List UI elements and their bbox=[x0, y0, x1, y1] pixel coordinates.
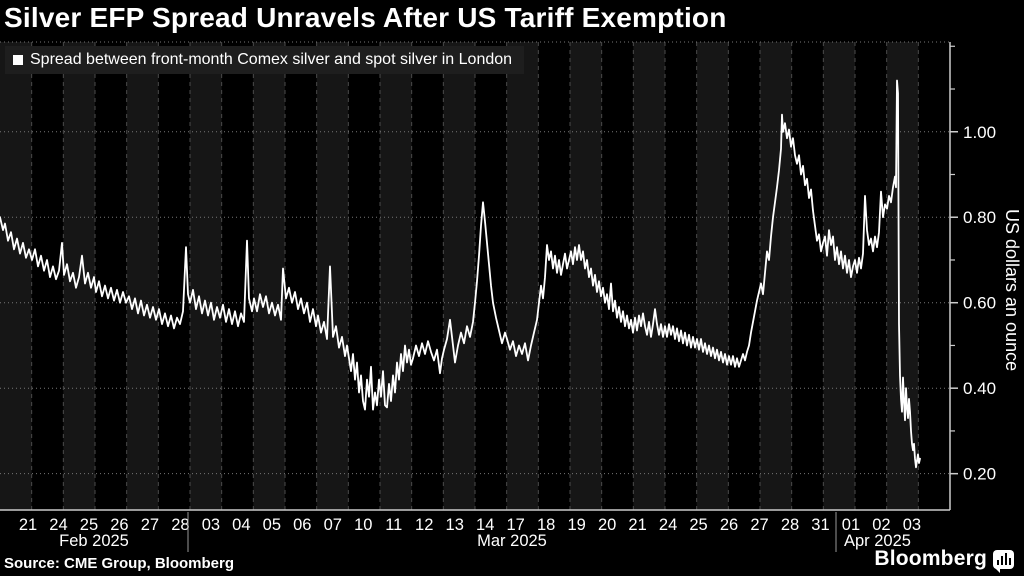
x-date-label: 12 bbox=[415, 516, 433, 534]
x-date-label: 04 bbox=[232, 516, 250, 534]
session-band bbox=[506, 42, 539, 510]
session-band bbox=[443, 42, 475, 510]
session-band bbox=[190, 42, 222, 510]
x-date-label: 24 bbox=[659, 516, 677, 534]
y-tick-label: 0.40 bbox=[963, 379, 996, 398]
session-band bbox=[126, 42, 159, 510]
y-tick-label: 0.80 bbox=[963, 208, 996, 227]
x-date-label: 20 bbox=[598, 516, 616, 534]
bloomberg-logo-text: Bloomberg bbox=[874, 547, 987, 570]
x-date-label: 21 bbox=[628, 516, 646, 534]
month-label-apr: Apr 2025 bbox=[844, 532, 911, 550]
x-date-label: 10 bbox=[354, 516, 372, 534]
x-date-label: 28 bbox=[171, 516, 189, 534]
x-date-label: 02 bbox=[872, 516, 890, 534]
session-band bbox=[633, 42, 665, 510]
x-date-label: 06 bbox=[293, 516, 311, 534]
legend-swatch-icon bbox=[13, 55, 23, 65]
x-date-label: 18 bbox=[537, 516, 555, 534]
x-date-label: 24 bbox=[49, 516, 67, 534]
session-band bbox=[380, 42, 412, 510]
chart-title: Silver EFP Spread Unravels After US Tari… bbox=[4, 2, 727, 33]
source-attribution: Source: CME Group, Bloomberg bbox=[4, 555, 235, 572]
x-date-label: 31 bbox=[811, 516, 829, 534]
x-date-label: 26 bbox=[720, 516, 738, 534]
session-band bbox=[316, 42, 349, 510]
x-date-label: 01 bbox=[842, 516, 860, 534]
bloomberg-logo: Bloomberg bbox=[874, 547, 1014, 573]
x-date-label: 21 bbox=[19, 516, 37, 534]
x-date-label: 03 bbox=[202, 516, 220, 534]
x-date-label: 19 bbox=[567, 516, 585, 534]
x-date-label: 17 bbox=[507, 516, 525, 534]
x-date-label: 27 bbox=[750, 516, 768, 534]
x-date-label: 14 bbox=[476, 516, 494, 534]
x-date-label: 05 bbox=[263, 516, 281, 534]
y-tick-label: 0.60 bbox=[963, 294, 996, 313]
legend: Spread between front-month Comex silver … bbox=[5, 46, 525, 74]
x-date-label: 11 bbox=[385, 516, 402, 534]
x-date-label: 26 bbox=[110, 516, 128, 534]
x-date-label: 13 bbox=[446, 516, 464, 534]
session-band bbox=[886, 42, 919, 510]
month-label-feb: Feb 2025 bbox=[59, 532, 129, 550]
x-date-label: 25 bbox=[689, 516, 707, 534]
month-label-mar: Mar 2025 bbox=[477, 532, 547, 550]
y-tick-label: 0.20 bbox=[963, 465, 996, 484]
x-date-label: 07 bbox=[324, 516, 342, 534]
y-tick-label: 1.00 bbox=[963, 123, 996, 142]
y-axis-title: US dollars an ounce bbox=[1002, 208, 1022, 372]
session-band bbox=[570, 42, 602, 510]
bloomberg-chart-icon bbox=[993, 549, 1014, 573]
x-date-label: 28 bbox=[781, 516, 799, 534]
x-date-label: 27 bbox=[141, 516, 159, 534]
spread-line bbox=[0, 79, 921, 469]
session-band bbox=[696, 42, 729, 510]
x-date-label: 25 bbox=[80, 516, 98, 534]
legend-label: Spread between front-month Comex silver … bbox=[30, 51, 513, 68]
session-band bbox=[0, 42, 32, 510]
session-band bbox=[823, 42, 855, 510]
session-band bbox=[253, 42, 285, 510]
x-date-label: 03 bbox=[903, 516, 921, 534]
